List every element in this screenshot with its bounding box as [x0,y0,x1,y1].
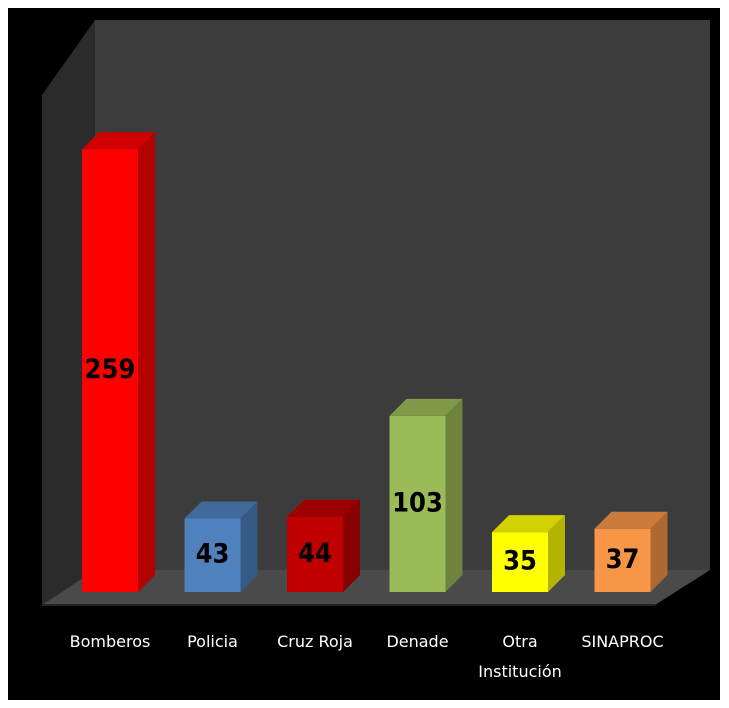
bar-top [594,511,668,529]
category-label: Bomberos [69,632,151,651]
bar-top [492,515,565,533]
side-wall [42,20,95,605]
bar-side [548,515,565,592]
value-label: 259 [85,354,136,385]
bar-side [650,511,668,592]
bar [492,532,548,592]
bar [82,149,138,592]
back-wall [95,20,710,570]
bar [287,516,343,592]
bar [389,415,446,592]
bar [594,528,651,592]
value-label: 35 [503,546,537,577]
bar [184,518,241,592]
value-label: 44 [298,538,332,569]
bar-side [240,501,258,592]
bar-top [287,499,360,517]
bar-top [184,501,258,519]
category-label: Cruz Roja [277,632,353,651]
bar-top [389,398,463,416]
category-label: Otra Institución [478,632,562,681]
bar-side [445,398,463,592]
category-label: Policia [187,632,238,651]
value-label: 103 [392,487,443,518]
category-label: SINAPROC [581,632,664,651]
value-label: 37 [606,544,640,575]
bar-side [343,499,360,592]
category-label: Denade [386,632,449,651]
value-label: 43 [196,539,230,570]
bar-top [82,132,155,150]
bar-side [138,132,155,592]
